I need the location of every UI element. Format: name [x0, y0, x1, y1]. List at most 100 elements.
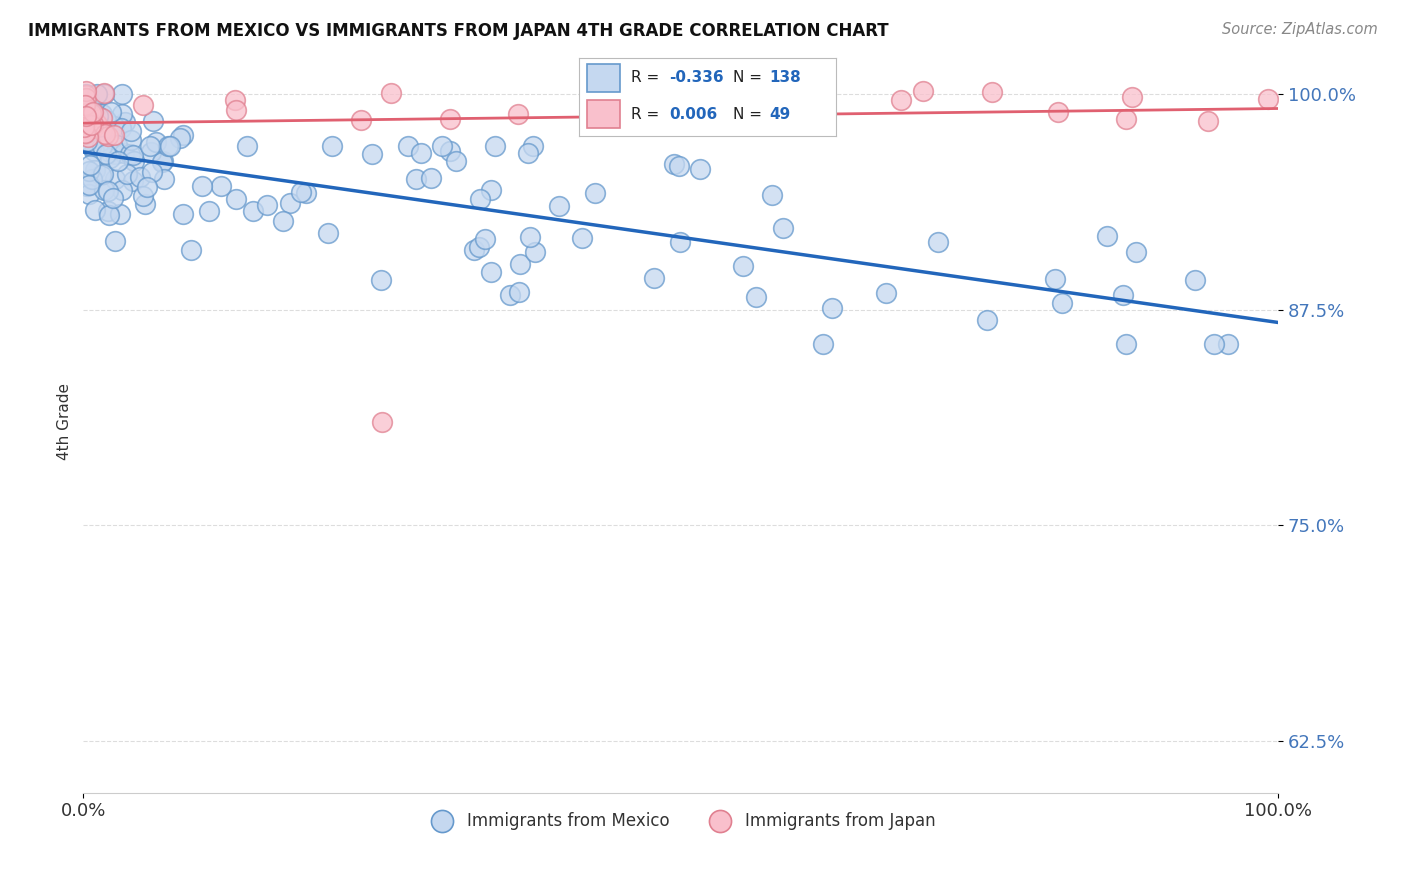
Point: [90, 168, 112, 182]
Point: [484, 138, 506, 153]
Point: [115, 167, 138, 181]
Point: [658, 99, 681, 113]
Point: [209, 179, 232, 194]
Point: [396, 138, 419, 153]
Point: [669, 235, 692, 249]
Text: IMMIGRANTS FROM MEXICO VS IMMIGRANTS FROM JAPAN 4TH GRADE CORRELATION CHART: IMMIGRANTS FROM MEXICO VS IMMIGRANTS FRO…: [28, 22, 889, 40]
Point: [463, 244, 485, 258]
Point: [73, 120, 96, 134]
Point: [90, 139, 112, 153]
Point: [76, 134, 98, 148]
Point: [446, 153, 468, 168]
Point: [499, 288, 522, 302]
Point: [112, 146, 135, 161]
Point: [1121, 89, 1143, 103]
Point: [122, 153, 145, 168]
Point: [1197, 114, 1219, 128]
Point: [83, 203, 105, 218]
Point: [772, 220, 794, 235]
Point: [371, 415, 394, 429]
Point: [104, 147, 127, 161]
Point: [122, 174, 145, 188]
Point: [662, 157, 685, 171]
Point: [370, 273, 392, 287]
Point: [105, 138, 128, 153]
Point: [73, 127, 96, 141]
Point: [83, 105, 105, 120]
Point: [77, 105, 100, 120]
Point: [411, 145, 433, 160]
Point: [91, 122, 114, 136]
Point: [225, 103, 247, 118]
Point: [150, 154, 173, 169]
Point: [180, 243, 202, 257]
Point: [75, 91, 97, 105]
Point: [94, 146, 117, 161]
Point: [114, 115, 136, 129]
Point: [93, 183, 115, 197]
Point: [655, 94, 678, 108]
Point: [571, 231, 593, 245]
Point: [157, 138, 180, 153]
Point: [84, 162, 107, 177]
Point: [138, 138, 160, 153]
Point: [316, 227, 339, 241]
Point: [76, 129, 98, 144]
Point: [290, 185, 312, 199]
Point: [75, 114, 97, 128]
Point: [120, 132, 142, 146]
Point: [73, 126, 96, 140]
Point: [152, 153, 174, 168]
Point: [976, 313, 998, 327]
Point: [280, 195, 302, 210]
Point: [93, 127, 115, 141]
Point: [76, 178, 98, 193]
Point: [82, 120, 104, 135]
Point: [468, 192, 491, 206]
Point: [82, 117, 104, 131]
Point: [97, 185, 120, 199]
Point: [1115, 112, 1137, 127]
Point: [583, 186, 606, 201]
Point: [479, 183, 502, 197]
Point: [111, 87, 134, 101]
Point: [73, 117, 96, 131]
Point: [141, 164, 163, 178]
Point: [97, 128, 120, 143]
Point: [661, 93, 683, 107]
Point: [77, 107, 100, 121]
Y-axis label: 4th Grade: 4th Grade: [58, 384, 72, 460]
Point: [172, 128, 194, 142]
Point: [875, 285, 897, 300]
Point: [118, 146, 141, 161]
Point: [360, 146, 382, 161]
Point: [111, 107, 134, 121]
Point: [104, 171, 127, 186]
Point: [86, 117, 108, 131]
Point: [1111, 287, 1133, 301]
Point: [668, 159, 690, 173]
Point: [519, 230, 541, 244]
Point: [87, 109, 110, 123]
Point: [83, 145, 105, 159]
Point: [225, 192, 247, 206]
Point: [132, 188, 155, 202]
Legend: Immigrants from Mexico, Immigrants from Japan: Immigrants from Mexico, Immigrants from …: [419, 805, 942, 837]
Point: [761, 188, 783, 202]
Point: [430, 138, 453, 153]
Point: [235, 138, 257, 153]
Point: [111, 183, 134, 197]
Point: [689, 161, 711, 176]
Point: [98, 145, 121, 160]
Point: [242, 204, 264, 219]
Point: [811, 337, 834, 351]
Point: [198, 203, 221, 218]
Point: [75, 112, 97, 127]
Point: [522, 138, 544, 153]
Point: [97, 208, 120, 222]
Point: [79, 158, 101, 172]
Point: [132, 98, 155, 112]
Point: [104, 234, 127, 248]
Point: [468, 240, 491, 254]
Point: [509, 257, 531, 271]
